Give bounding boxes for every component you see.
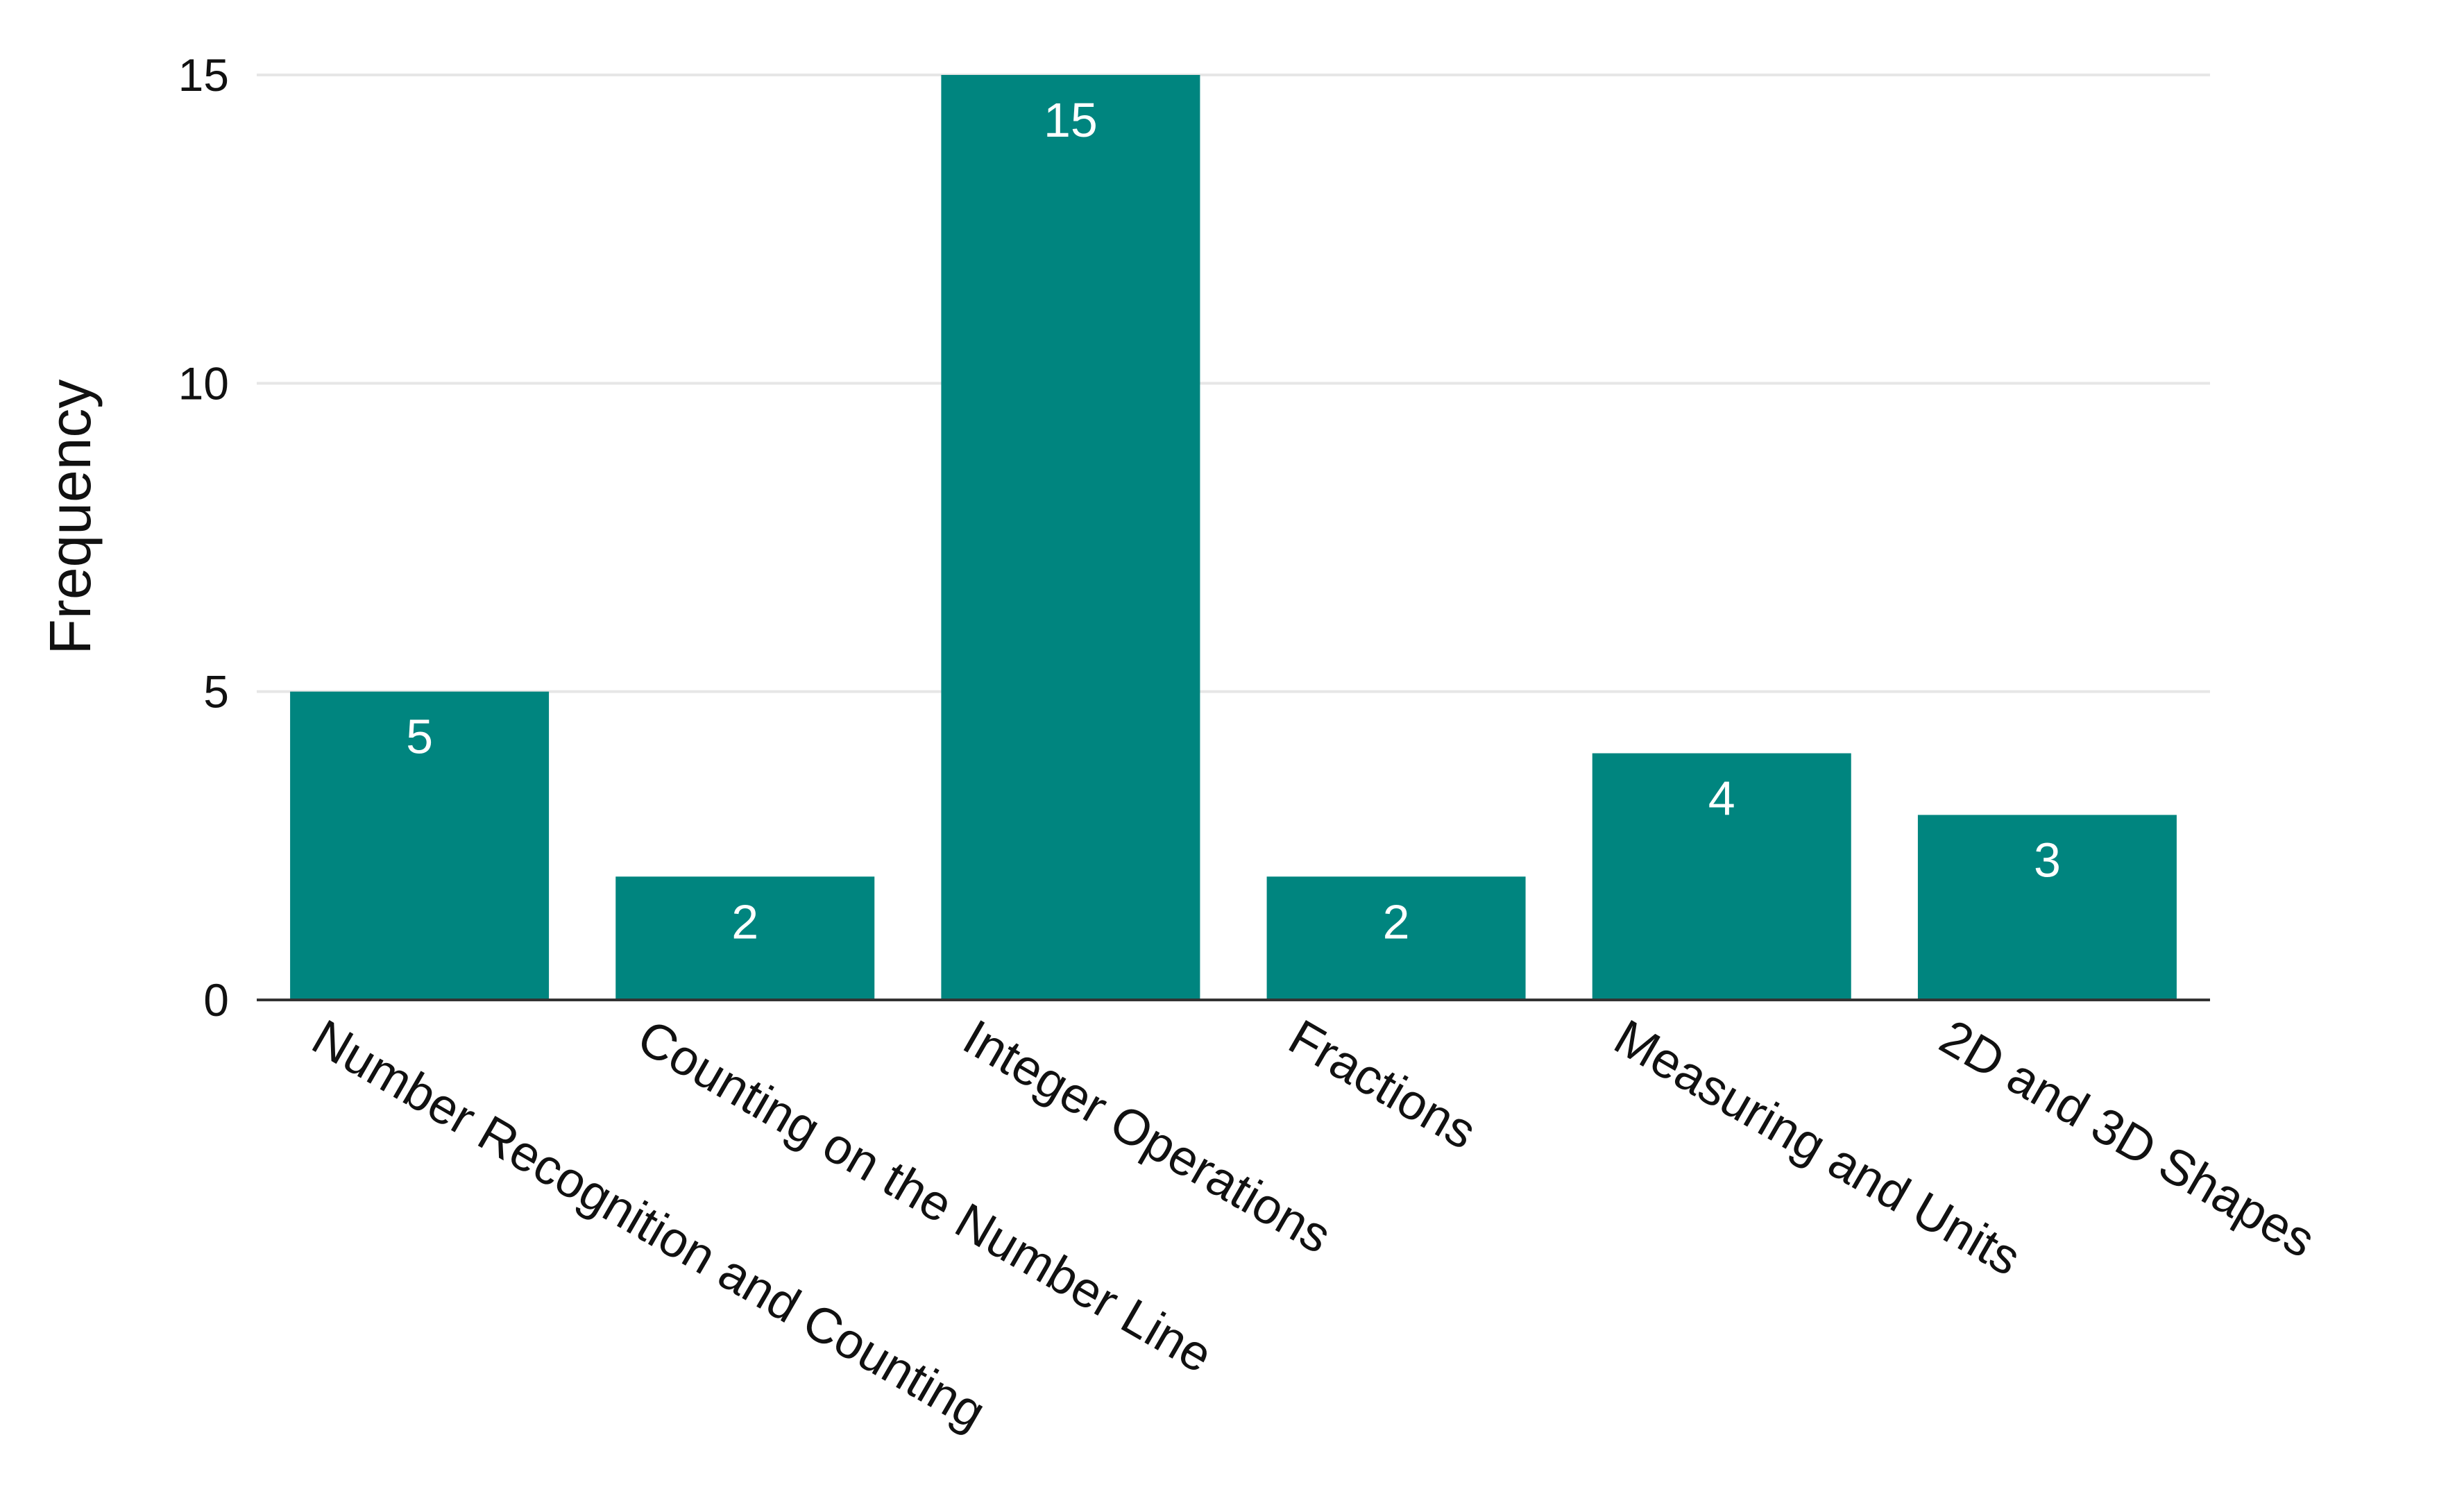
y-axis-title: Frequency <box>37 380 103 655</box>
data-label: 2 <box>1383 894 1410 949</box>
bar <box>290 691 550 1000</box>
data-label: 5 <box>406 710 433 764</box>
y-tick-label: 0 <box>203 974 229 1026</box>
data-label: 4 <box>1708 772 1735 826</box>
x-tick-label: Number Recognition and Counting <box>303 1010 995 1441</box>
category-labels: Number Recognition and CountingCounting … <box>303 1010 2325 1441</box>
y-tick-label: 5 <box>203 666 229 717</box>
bar <box>1592 753 1851 1000</box>
bar <box>615 876 875 1000</box>
x-tick-label: Fractions <box>1280 1010 1485 1160</box>
y-tick-label: 15 <box>178 49 229 101</box>
data-label: 15 <box>1044 93 1098 147</box>
data-label: 3 <box>2034 833 2061 887</box>
bar <box>1917 815 2177 1000</box>
bar <box>1266 876 1526 1000</box>
x-tick-label: Counting on the Number Line <box>629 1010 1222 1384</box>
bars <box>290 75 2177 1000</box>
gridlines <box>257 74 2210 693</box>
data-label: 2 <box>731 894 758 949</box>
data-labels: 5 2 15 2 4 3 <box>406 93 2061 949</box>
bar <box>941 75 1200 1000</box>
y-tick-label: 10 <box>178 357 229 409</box>
y-axis-ticks: 0 5 10 15 <box>178 49 229 1026</box>
